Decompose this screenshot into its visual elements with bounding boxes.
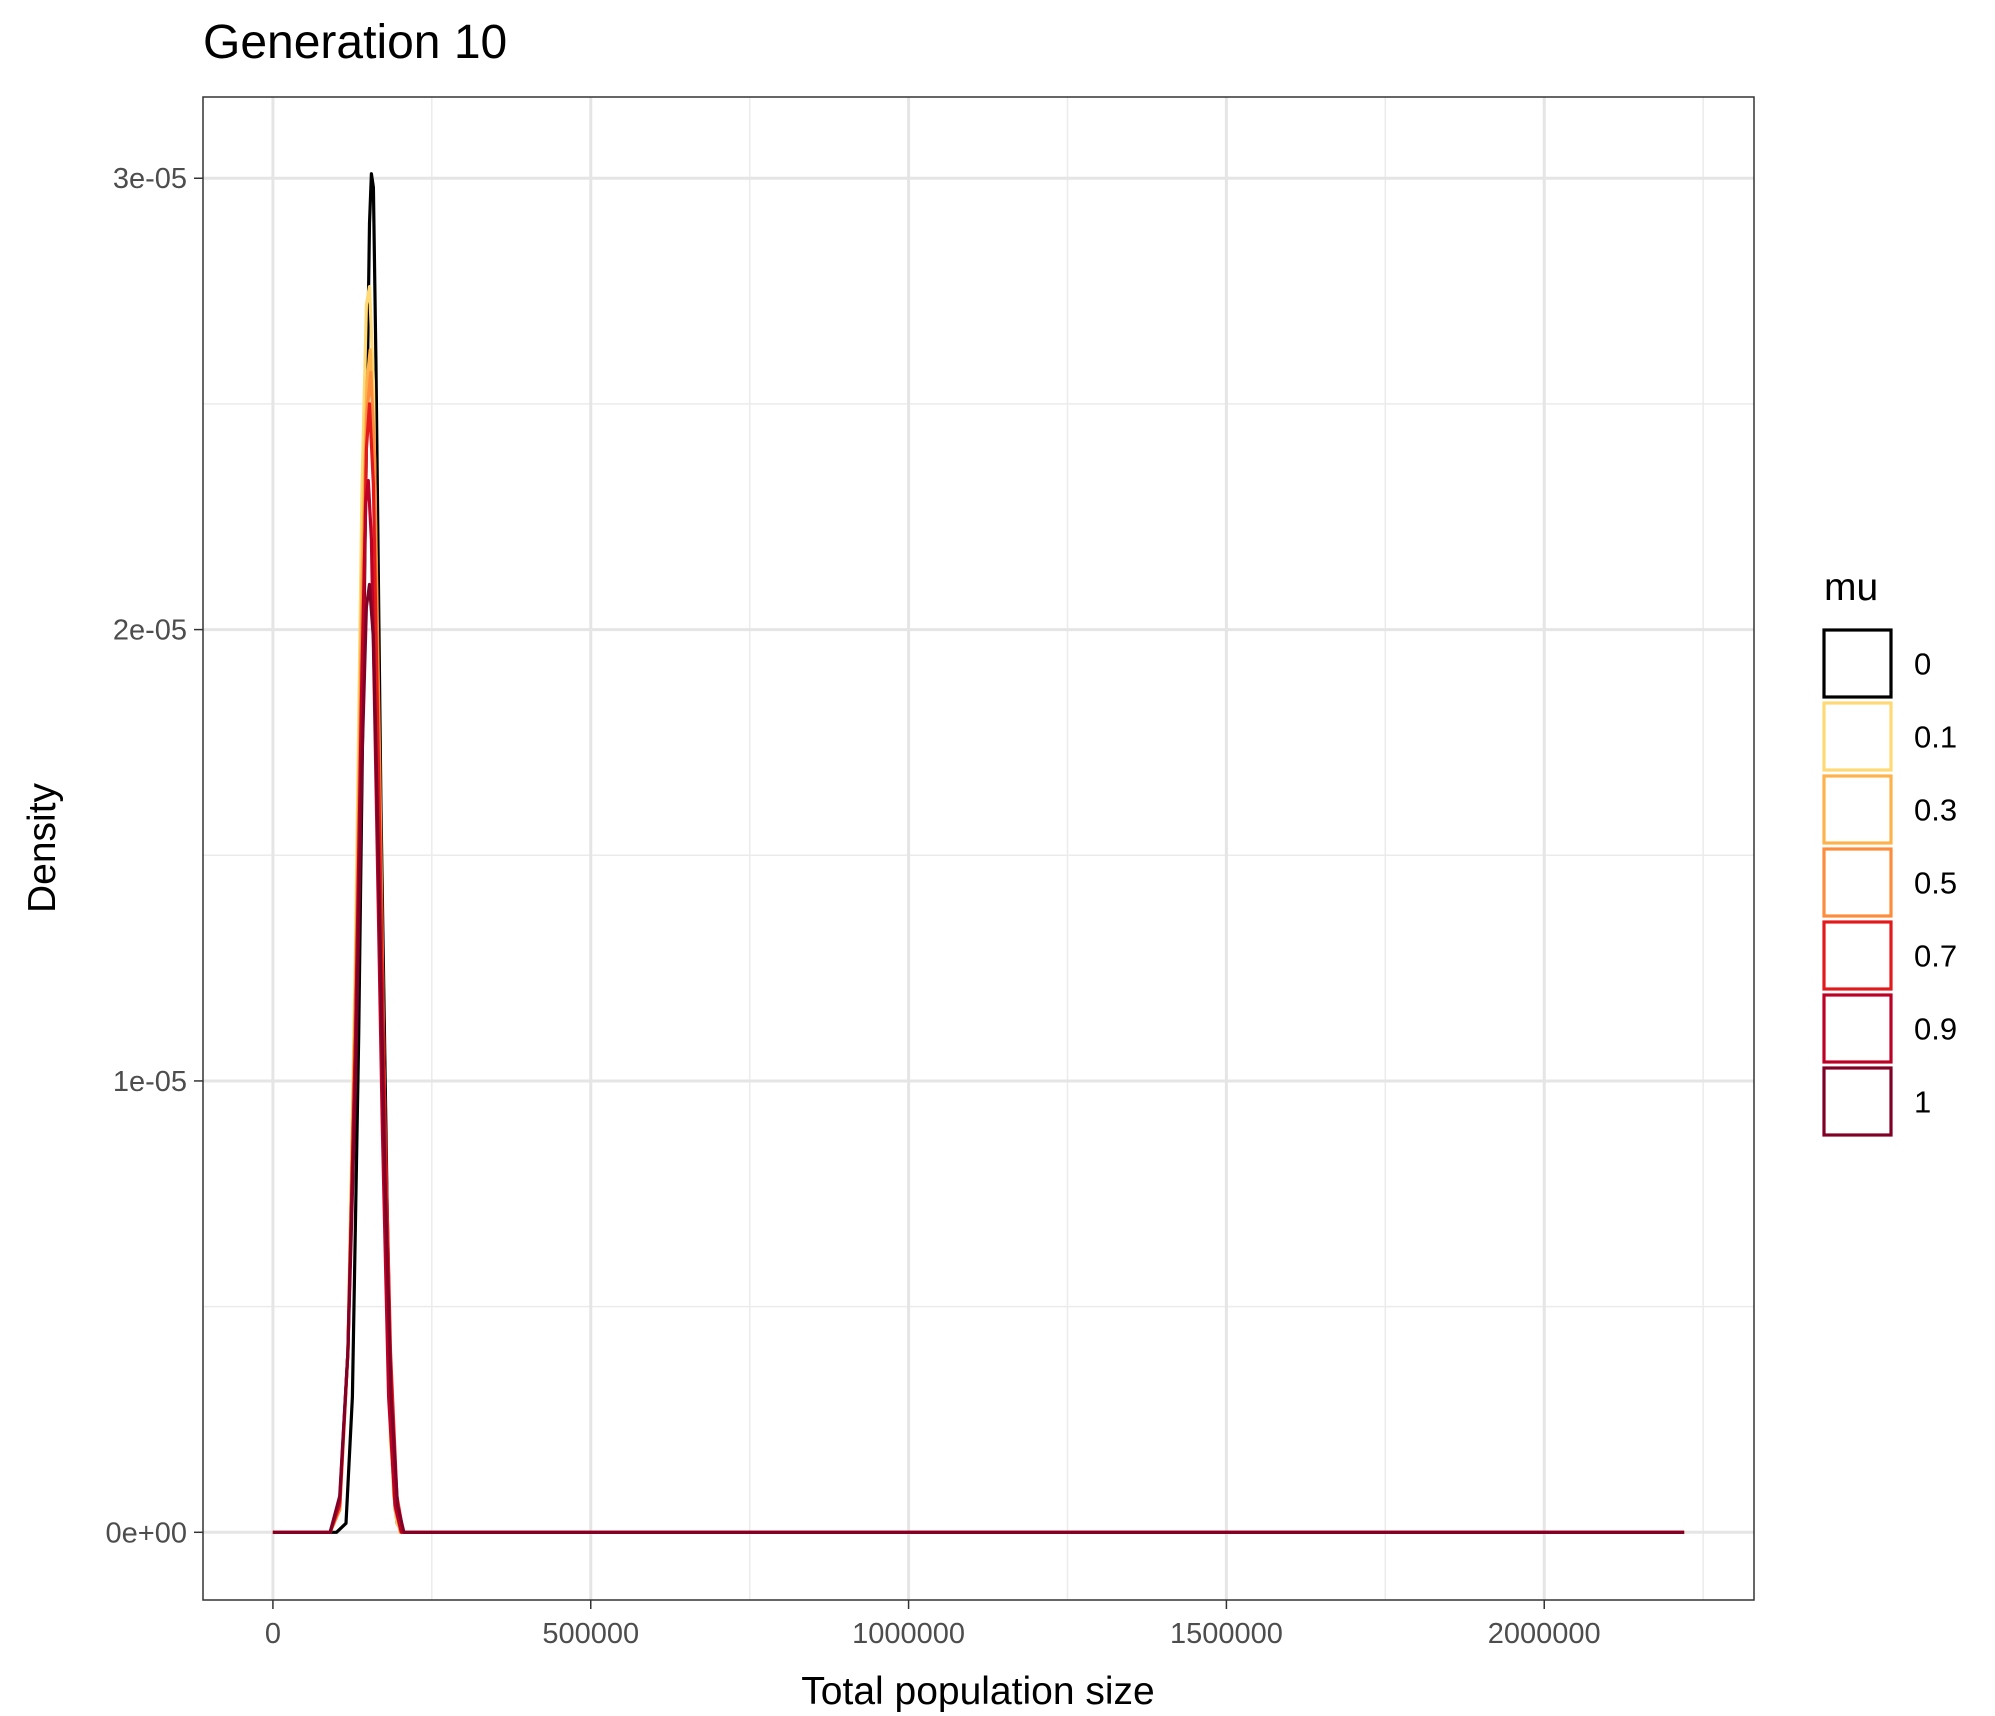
chart-title: Generation 10 [203, 16, 507, 69]
x-tick-label: 0 [265, 1618, 281, 1650]
x-tick-label: 1500000 [1170, 1618, 1283, 1650]
x-tick-label: 1000000 [852, 1618, 965, 1650]
plot-panel-background [203, 97, 1754, 1600]
y-tick-label: 2e-05 [113, 615, 187, 647]
y-axis: 0e+00 1e-05 2e-05 3e-05 [106, 163, 203, 1549]
legend-key [1822, 847, 1893, 918]
minor-gridlines [203, 97, 1754, 1600]
x-axis-title: Total population size [801, 1670, 1154, 1713]
legend-label: 0.1 [1914, 720, 1957, 755]
legend-title: mu [1824, 566, 1878, 609]
legend-key [1822, 628, 1893, 699]
legend-key [1822, 1066, 1893, 1137]
legend-label: 0.3 [1914, 793, 1957, 828]
x-tick-label: 2000000 [1488, 1618, 1601, 1650]
plot-panel-border [202, 96, 1755, 1601]
legend-key [1822, 774, 1893, 845]
legend-label: 0.5 [1914, 866, 1957, 901]
x-tick-label: 500000 [542, 1618, 639, 1650]
legend-label: 1 [1914, 1085, 1931, 1120]
y-tick-label: 0e+00 [106, 1517, 187, 1549]
legend-label: 0.9 [1914, 1012, 1957, 1047]
legend: mu 0 0.1 0.3 0.5 0.7 0.9 1 [1822, 566, 1957, 1137]
y-axis-title: Density [21, 782, 64, 913]
legend-key [1822, 920, 1893, 991]
legend-label: 0.7 [1914, 939, 1957, 974]
legend-label: 0 [1914, 647, 1931, 682]
y-tick-label: 1e-05 [113, 1066, 187, 1098]
y-tick-label: 3e-05 [113, 163, 187, 195]
legend-key [1822, 993, 1893, 1064]
x-axis: 0 500000 1000000 1500000 2000000 [265, 1600, 1601, 1650]
legend-key [1822, 701, 1893, 772]
density-line-mu-1 [272, 582, 1685, 1534]
density-curves [272, 172, 1685, 1534]
